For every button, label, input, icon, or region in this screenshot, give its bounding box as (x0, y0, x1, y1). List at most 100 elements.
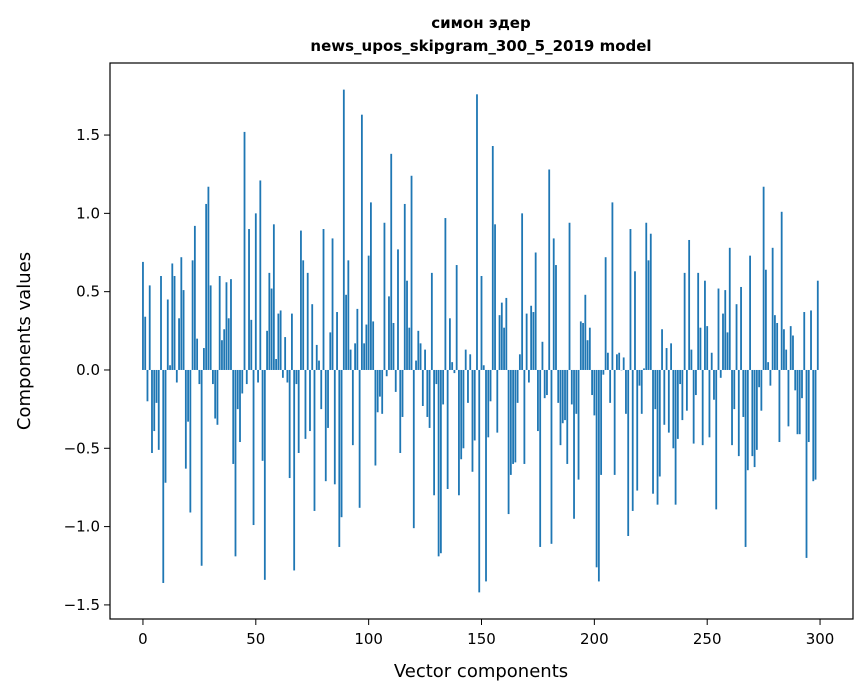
bar (763, 187, 765, 370)
bar (519, 354, 521, 370)
bar (738, 370, 740, 456)
bar (632, 370, 634, 511)
bar (149, 285, 151, 370)
bar (526, 314, 528, 370)
bar (235, 370, 237, 556)
bar (286, 370, 288, 383)
y-axis-label: Components values (14, 252, 35, 430)
bar (742, 370, 744, 417)
bar (255, 213, 257, 370)
bar (510, 370, 512, 475)
bar (602, 370, 604, 375)
bar (345, 295, 347, 370)
bar (720, 370, 722, 378)
bar (469, 354, 471, 370)
bar (810, 310, 812, 370)
bar (589, 328, 591, 370)
bar (487, 370, 489, 437)
bar (560, 370, 562, 445)
bar (289, 370, 291, 478)
chart-subtitle: news_upos_skipgram_300_5_2019 model (310, 37, 651, 55)
bar (458, 370, 460, 495)
bar (760, 370, 762, 411)
bar (431, 273, 433, 370)
bar (433, 370, 435, 495)
bar (661, 329, 663, 370)
bar (388, 296, 390, 370)
bar (239, 370, 241, 442)
bar (494, 224, 496, 370)
bar (729, 248, 731, 370)
bar (282, 370, 284, 378)
bar (198, 370, 200, 384)
bar (219, 276, 221, 370)
bar (690, 350, 692, 370)
bar (616, 354, 618, 370)
y-tick-label: 0.0 (76, 361, 100, 379)
bar (230, 279, 232, 370)
bar (438, 370, 440, 556)
bar (417, 331, 419, 370)
bar (463, 370, 465, 448)
bar (788, 370, 790, 426)
bar (654, 370, 656, 409)
bar (162, 370, 164, 583)
bar (196, 339, 198, 370)
bar (160, 276, 162, 370)
bar (751, 370, 753, 456)
bar (271, 289, 273, 370)
bar (467, 370, 469, 403)
bar (512, 370, 514, 464)
bar (792, 336, 794, 370)
bar (429, 370, 431, 428)
bar (727, 332, 729, 370)
bar (237, 370, 239, 409)
bar (329, 332, 331, 370)
bar (384, 223, 386, 370)
bar (370, 202, 372, 370)
bar (681, 370, 683, 420)
bar (546, 370, 548, 395)
bar (781, 212, 783, 370)
bar (442, 370, 444, 404)
bar (203, 348, 205, 370)
bar (648, 260, 650, 370)
bar (645, 223, 647, 370)
bar (677, 370, 679, 439)
bar (232, 370, 234, 464)
bar (347, 260, 349, 370)
bar (609, 370, 611, 403)
bar (542, 342, 544, 370)
bar (501, 303, 503, 370)
bar (790, 326, 792, 370)
bar (657, 370, 659, 505)
bar (368, 256, 370, 370)
bar (174, 276, 176, 370)
bar (426, 370, 428, 417)
bar (359, 370, 361, 508)
bar (514, 370, 516, 462)
bar (280, 310, 282, 370)
bar (454, 370, 456, 373)
bar (332, 238, 334, 370)
x-tick-label: 50 (246, 630, 265, 648)
bar (533, 312, 535, 370)
x-tick-label: 300 (806, 630, 835, 648)
bar (553, 238, 555, 370)
bar (499, 315, 501, 370)
bar (460, 370, 462, 459)
bar (302, 260, 304, 370)
bar (305, 370, 307, 439)
bar (404, 204, 406, 370)
bar (530, 306, 532, 370)
bar (264, 370, 266, 580)
bar (528, 370, 530, 383)
bar (774, 315, 776, 370)
bar (580, 321, 582, 370)
bar (564, 370, 566, 420)
bar (142, 262, 144, 370)
bar (643, 368, 645, 370)
bar (375, 370, 377, 466)
bar (605, 257, 607, 370)
bar (185, 370, 187, 469)
